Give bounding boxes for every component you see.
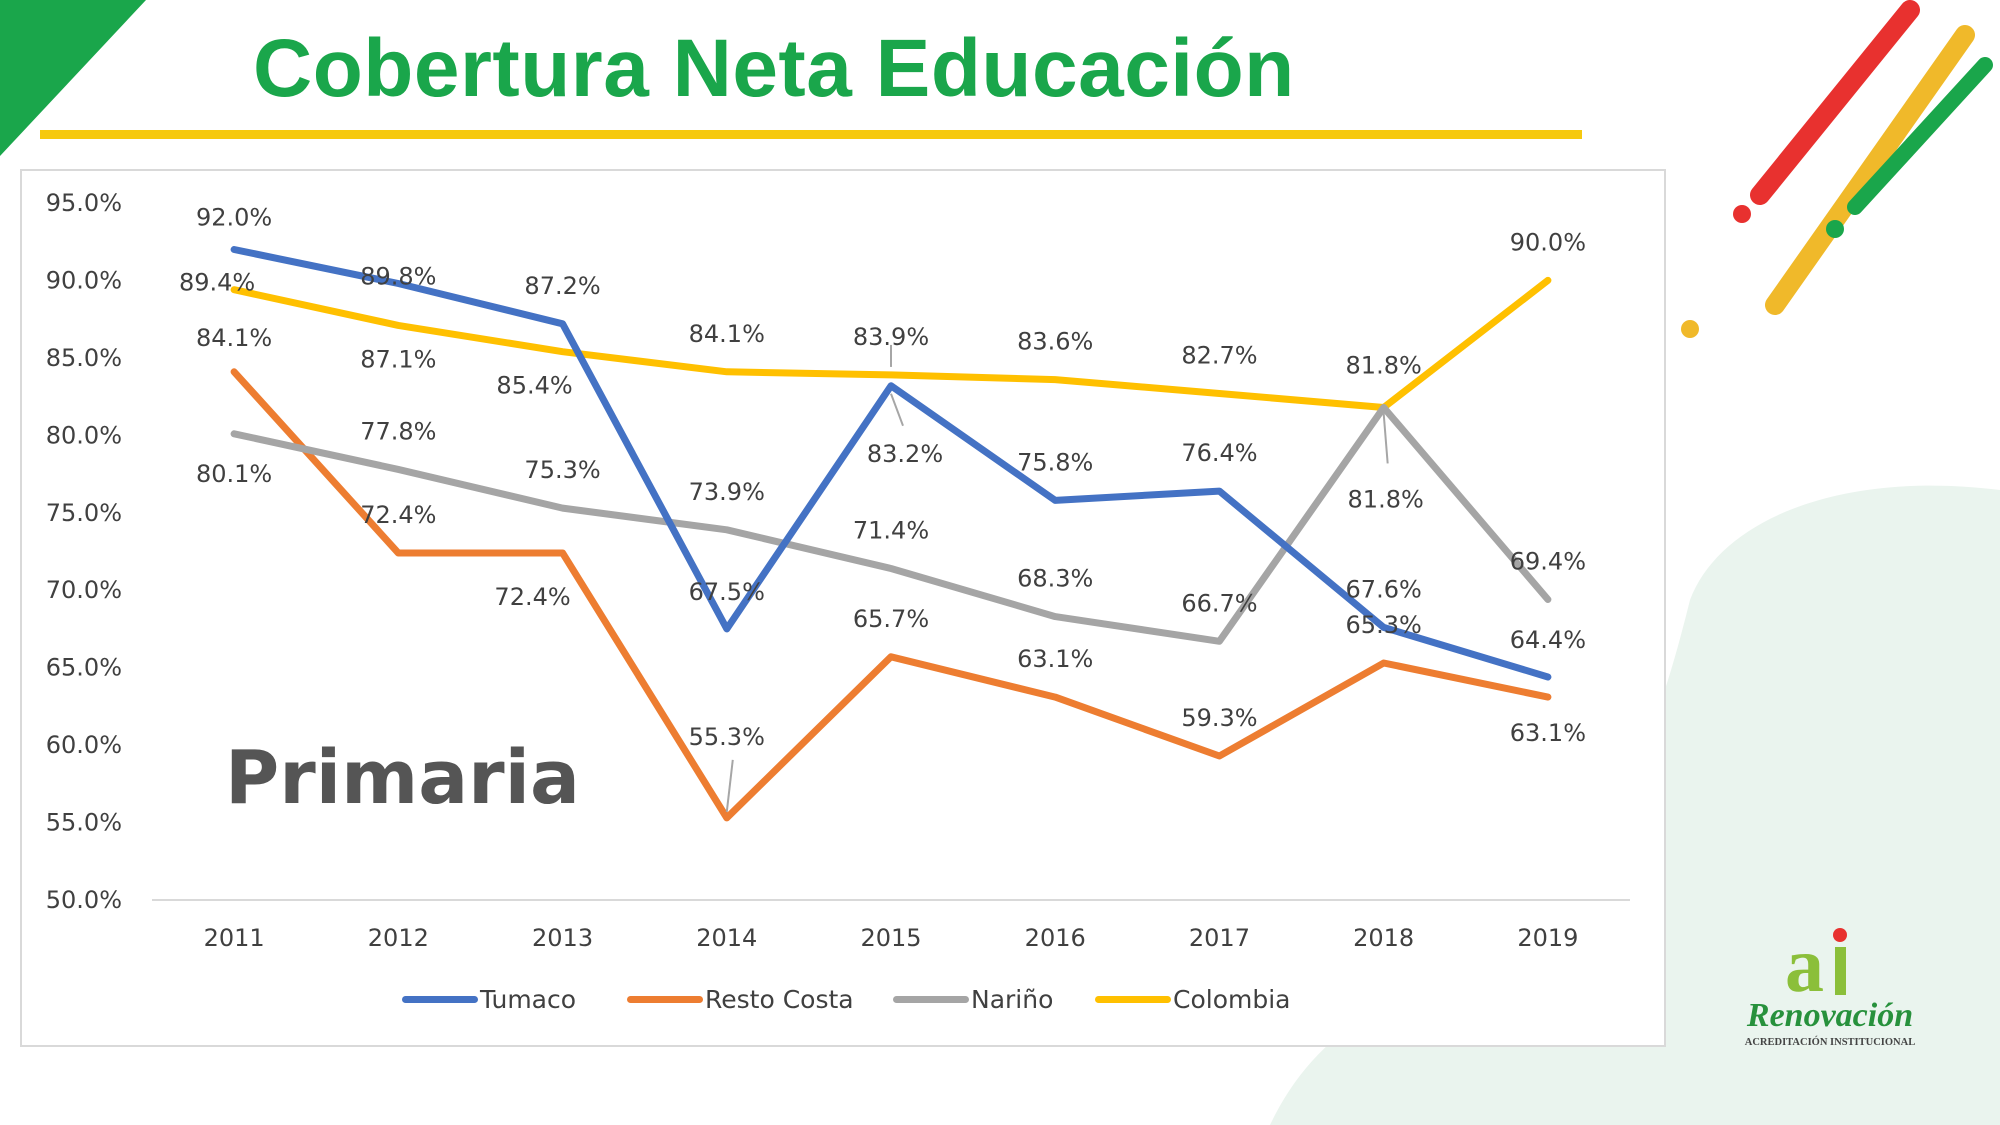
svg-text:a: a: [1785, 925, 1824, 1003]
legend-item-narino: Nariño: [893, 985, 1053, 1014]
data-label: 83.6%: [1017, 328, 1093, 356]
label-leader-line: [890, 393, 904, 427]
data-label: 68.3%: [1017, 565, 1093, 593]
data-label: 80.1%: [196, 460, 272, 488]
legend-swatch-colombia: [1095, 996, 1171, 1003]
data-label: 72.4%: [360, 501, 436, 529]
decorative-stripes: [1681, 0, 1993, 338]
data-label: 81.8%: [1346, 351, 1422, 379]
legend-label-narino: Nariño: [971, 985, 1054, 1014]
data-label: 66.7%: [1181, 589, 1257, 617]
label-leader-line: [725, 759, 734, 813]
series-line-narino: [230, 404, 1552, 645]
data-label: 82.7%: [1181, 342, 1257, 370]
chart-subtitle: Primaria: [225, 735, 580, 821]
data-label: 73.9%: [689, 478, 765, 506]
logo-tagline: ACREDITACIÓN INSTITUCIONAL: [1744, 1037, 1916, 1048]
y-tick-label: 60.0%: [46, 731, 122, 759]
x-tick-label: 2019: [1517, 924, 1578, 952]
data-label: 89.8%: [360, 263, 436, 291]
data-label: 72.4%: [494, 583, 570, 611]
y-tick-label: 85.0%: [46, 344, 122, 372]
x-tick-label: 2011: [204, 924, 265, 952]
legend-item-colombia: Colombia: [1095, 985, 1290, 1014]
y-tick-label: 65.0%: [46, 654, 122, 682]
data-label: 55.3%: [689, 723, 765, 751]
data-label: 90.0%: [1510, 228, 1586, 256]
x-tick-label: 2015: [860, 924, 921, 952]
x-tick-label: 2017: [1189, 924, 1250, 952]
data-label: 63.1%: [1510, 719, 1586, 747]
legend-item-resto-costa: Resto Costa: [627, 985, 854, 1014]
data-label: 59.3%: [1181, 704, 1257, 732]
legend-item-tumaco: Tumaco: [402, 985, 576, 1014]
series-line-tumaco: [230, 246, 1552, 681]
x-tick-label: 2016: [1025, 924, 1086, 952]
x-tick-label: 2013: [532, 924, 593, 952]
legend-swatch-resto-costa: [627, 996, 703, 1003]
data-label: 75.8%: [1017, 448, 1093, 476]
y-tick-label: 70.0%: [46, 576, 122, 604]
data-label: 64.4%: [1510, 626, 1586, 654]
y-tick-label: 95.0%: [46, 189, 122, 217]
y-tick-label: 55.0%: [46, 809, 122, 837]
x-tick-label: 2012: [368, 924, 429, 952]
data-label: 92.0%: [196, 203, 272, 231]
legend-label-resto-costa: Resto Costa: [705, 985, 854, 1014]
data-label: 87.1%: [360, 345, 436, 373]
data-label: 69.4%: [1510, 548, 1586, 576]
page-title: Cobertura Neta Educación: [253, 23, 1295, 114]
data-label: 67.6%: [1346, 575, 1422, 603]
data-label: 76.4%: [1181, 439, 1257, 467]
ai-logo-icon: a: [1785, 925, 1847, 1003]
x-tick-label: 2014: [696, 924, 757, 952]
legend-swatch-narino: [893, 996, 969, 1003]
y-tick-label: 50.0%: [46, 886, 122, 914]
data-label: 75.3%: [524, 456, 600, 484]
data-label: 65.7%: [853, 605, 929, 633]
data-label: 84.1%: [196, 324, 272, 352]
series-line-colombia: [230, 276, 1552, 411]
data-label: 87.2%: [524, 272, 600, 300]
x-tick-label: 2018: [1353, 924, 1414, 952]
data-label: 63.1%: [1017, 645, 1093, 673]
series-line-resto-costa: [230, 368, 1552, 822]
renovacion-logo: a Renovación ACREDITACIÓN INSTITUCIONAL: [1735, 925, 1925, 1055]
data-label: 77.8%: [360, 417, 436, 445]
data-label: 67.5%: [689, 578, 765, 606]
corner-triangle: [0, 0, 146, 156]
y-tick-label: 80.0%: [46, 421, 122, 449]
y-tick-label: 90.0%: [46, 266, 122, 294]
logo-brand-text: Renovación: [1746, 997, 1914, 1034]
data-label: 85.4%: [496, 372, 572, 400]
data-label: 83.2%: [867, 440, 943, 468]
y-tick-label: 75.0%: [46, 499, 122, 527]
legend-label-tumaco: Tumaco: [480, 985, 577, 1014]
legend-label-colombia: Colombia: [1173, 985, 1291, 1014]
title-underline: [40, 130, 1582, 139]
data-label: 83.9%: [853, 323, 929, 351]
chart-legend: Tumaco Resto Costa Nariño Colombia: [0, 985, 2000, 1019]
data-label: 65.3%: [1346, 611, 1422, 639]
label-leader-line: [1382, 413, 1389, 464]
data-label: 89.4%: [179, 269, 255, 297]
data-label: 81.8%: [1348, 485, 1424, 513]
legend-swatch-tumaco: [402, 996, 478, 1003]
data-label: 71.4%: [853, 517, 929, 545]
data-label: 84.1%: [689, 320, 765, 348]
